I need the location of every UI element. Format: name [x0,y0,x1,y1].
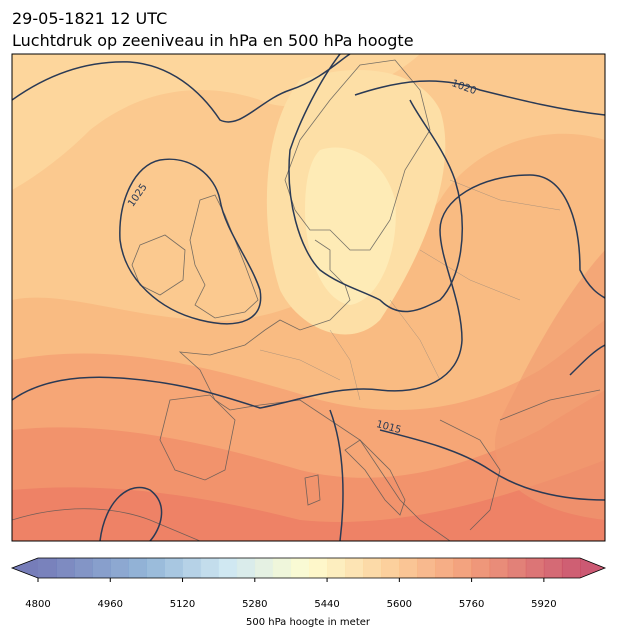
colorbar-bin [399,558,418,578]
colorbar-bin [363,558,382,578]
colorbar-bin [290,558,310,578]
colorbar-bin [92,558,111,578]
colorbar-bin [218,558,238,578]
colorbar-bin [182,558,202,578]
colorbar-tick-label: 4800 [25,599,50,610]
title: 29-05-1821 12 UTC [12,9,167,28]
colorbar-tick-label: 5600 [387,599,412,610]
colorbar: 4800 4960 5120 5280 5440 5600 5760 5920 [10,557,607,610]
colorbar-bin [435,558,455,578]
colorbar-bin [272,558,292,578]
colorbar-bin [561,558,581,578]
colorbar-bin [507,558,527,578]
colorbar-bin [525,558,545,578]
colorbar-bin [200,558,220,578]
colorbar-tick-label: 5920 [531,599,556,610]
colorbar-outline [10,557,607,579]
colorbar-bin [345,558,364,578]
colorbar-bin [128,558,147,578]
subtitle: Luchtdruk op zeeniveau in hPa en 500 hPa… [12,31,414,50]
colorbar-bin [489,558,509,578]
colorbar-bin [309,558,328,578]
colorbar-bin [146,558,165,578]
colorbar-bin [254,558,274,578]
colorbar-bin [236,558,256,578]
map-frame [11,53,606,542]
colorbar-bin [471,558,491,578]
colorbar-bin [74,558,93,578]
colorbar-tick-label: 4960 [98,599,123,610]
colorbar-extend [580,558,605,578]
colorbar-bin [327,558,346,578]
colorbar-label: 500 hPa hoogte in meter [246,617,371,628]
colorbar-bin [453,558,473,578]
colorbar-bin [110,558,129,578]
colorbar-bin [38,558,57,578]
colorbar-tick-label: 5440 [314,599,339,610]
colorbar-bin [381,558,400,578]
colorbar-bin [164,558,184,578]
colorbar-bin [56,558,75,578]
colorbar-extend [12,558,38,578]
map: 1020 1025 1015 [12,54,605,541]
colorbar-bin [543,558,563,578]
colorbar-tick-label: 5280 [242,599,267,610]
colorbar-tick-label: 5760 [459,599,484,610]
colorbar-bin [417,558,436,578]
colorbar-tick-label: 5120 [170,599,195,610]
